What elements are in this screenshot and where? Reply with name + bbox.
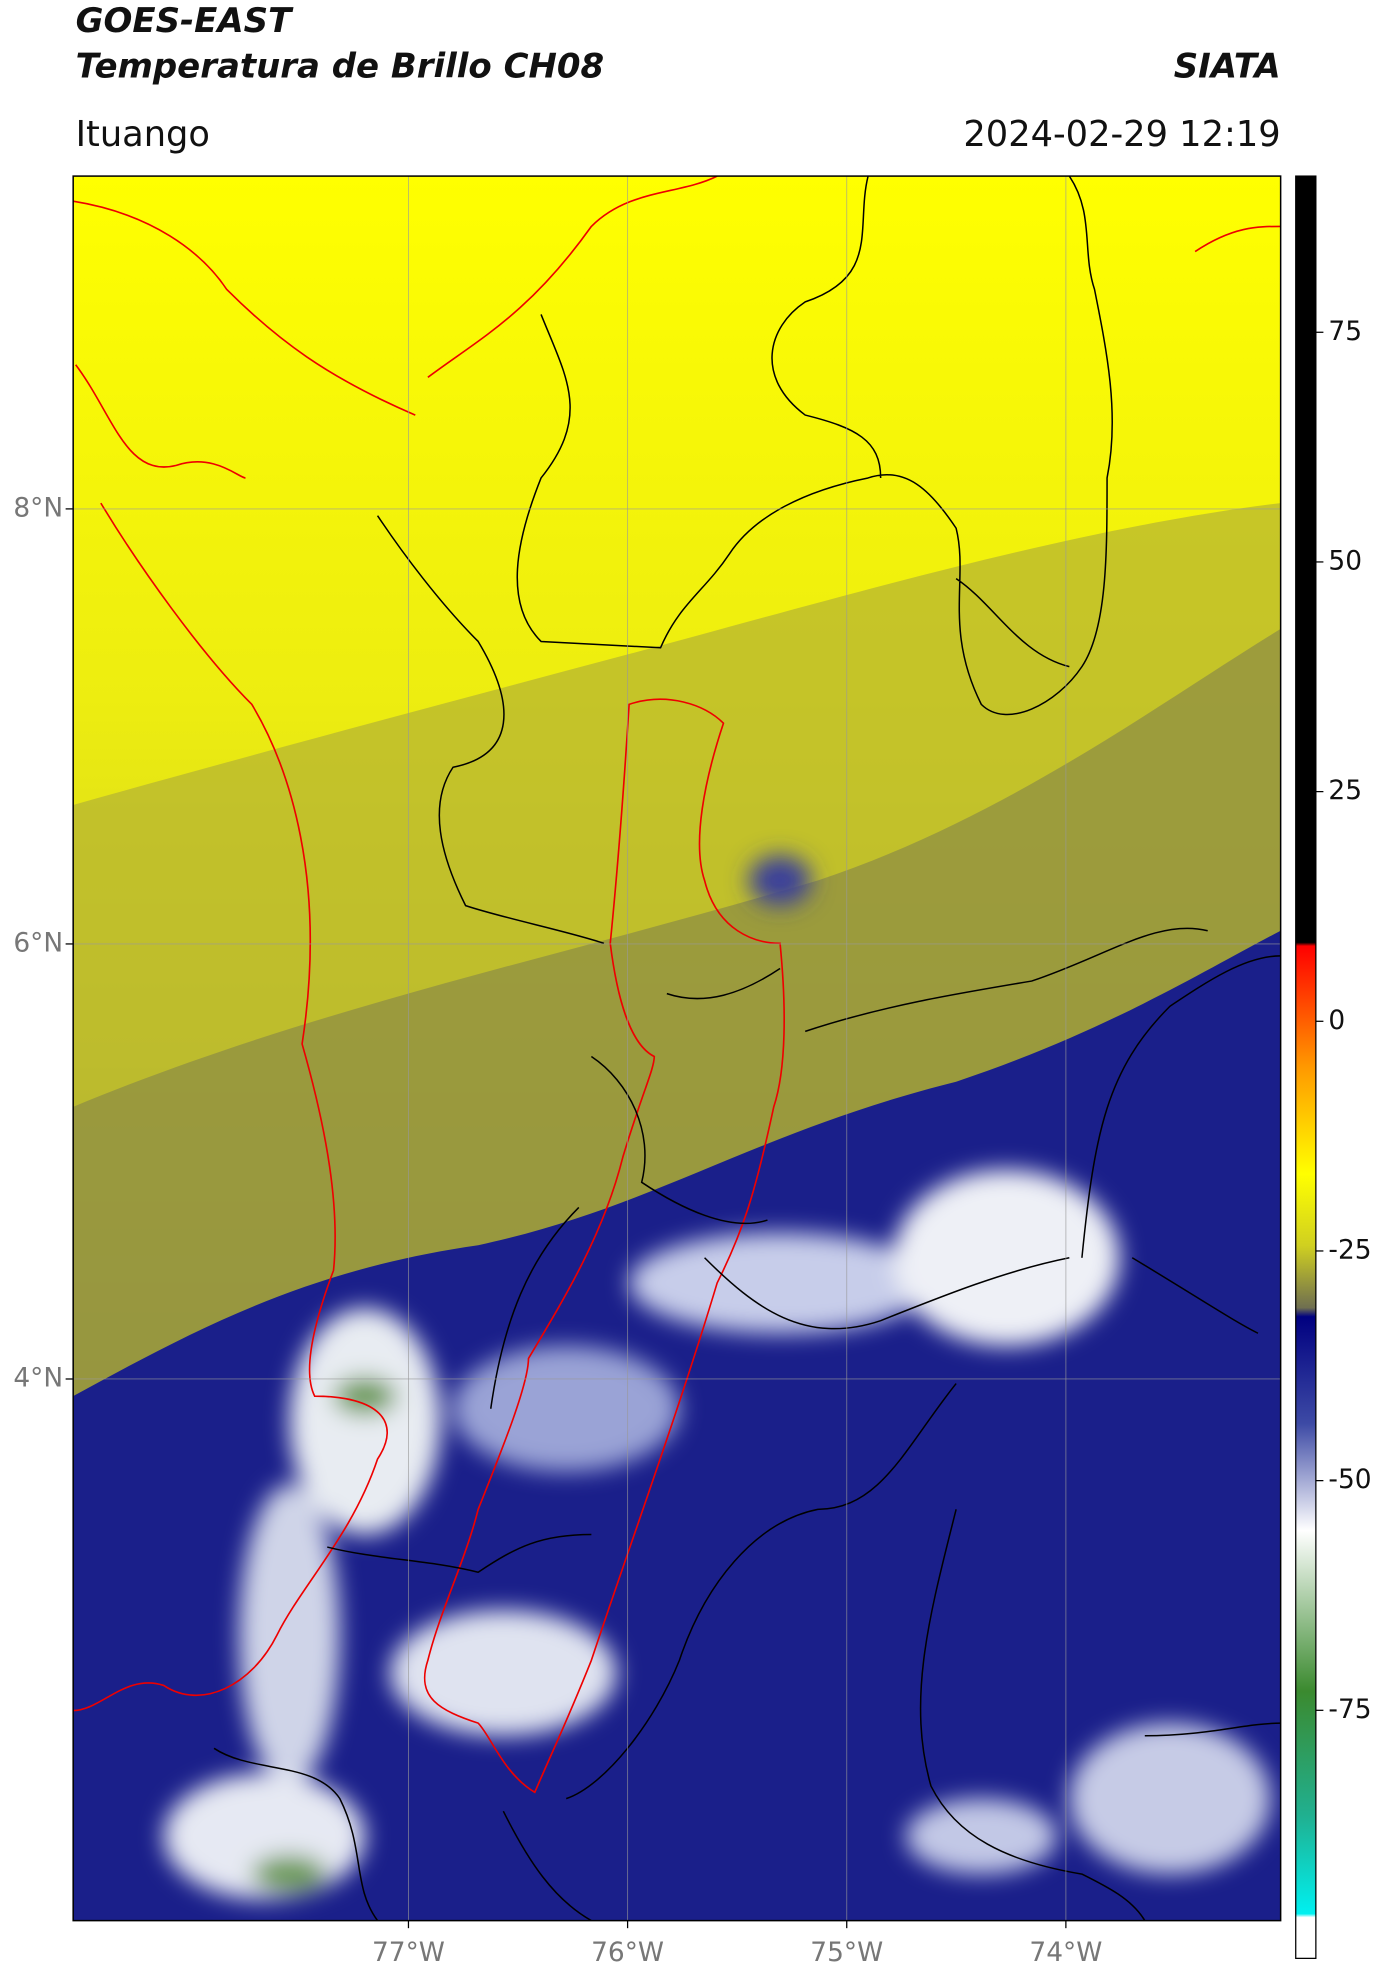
colorbar-tick-label: -25 (1328, 1234, 1371, 1265)
satellite-image (73, 176, 1281, 1921)
x-tick-label: 75°W (810, 1937, 883, 1968)
map-frame (72, 175, 1282, 1922)
colorbar-tick-label: 25 (1328, 775, 1362, 806)
title: GOES-EAST (76, 1, 294, 41)
y-tick-label: 6°N (13, 927, 63, 958)
grid (73, 176, 1281, 1921)
x-tick-label: 77°W (372, 1937, 445, 1968)
basin-outline (423, 698, 785, 1794)
colorbar-tick-label: -75 (1328, 1694, 1371, 1725)
source: SIATA (1174, 46, 1281, 86)
location: Ituango (76, 114, 210, 155)
colorbar-tick-label: -50 (1328, 1464, 1371, 1495)
timestamp: 2024-02-29 12:19 (963, 114, 1280, 155)
colorbar-tick-label: 75 (1328, 316, 1362, 347)
x-tick-label: 74°W (1029, 1937, 1102, 1968)
colorbar-tick-label: 0 (1328, 1005, 1345, 1036)
cloud-tops (163, 855, 1271, 1900)
subtitle: Temperatura de Brillo CH08 (76, 46, 604, 86)
y-tick-label: 4°N (13, 1362, 63, 1393)
x-tick-label: 76°W (591, 1937, 664, 1968)
colorbar-tick-label: 50 (1328, 545, 1362, 576)
boundaries (213, 176, 1281, 1921)
coastline (73, 176, 1281, 1712)
colorbar (1295, 175, 1317, 1959)
y-tick-label: 8°N (13, 492, 63, 523)
